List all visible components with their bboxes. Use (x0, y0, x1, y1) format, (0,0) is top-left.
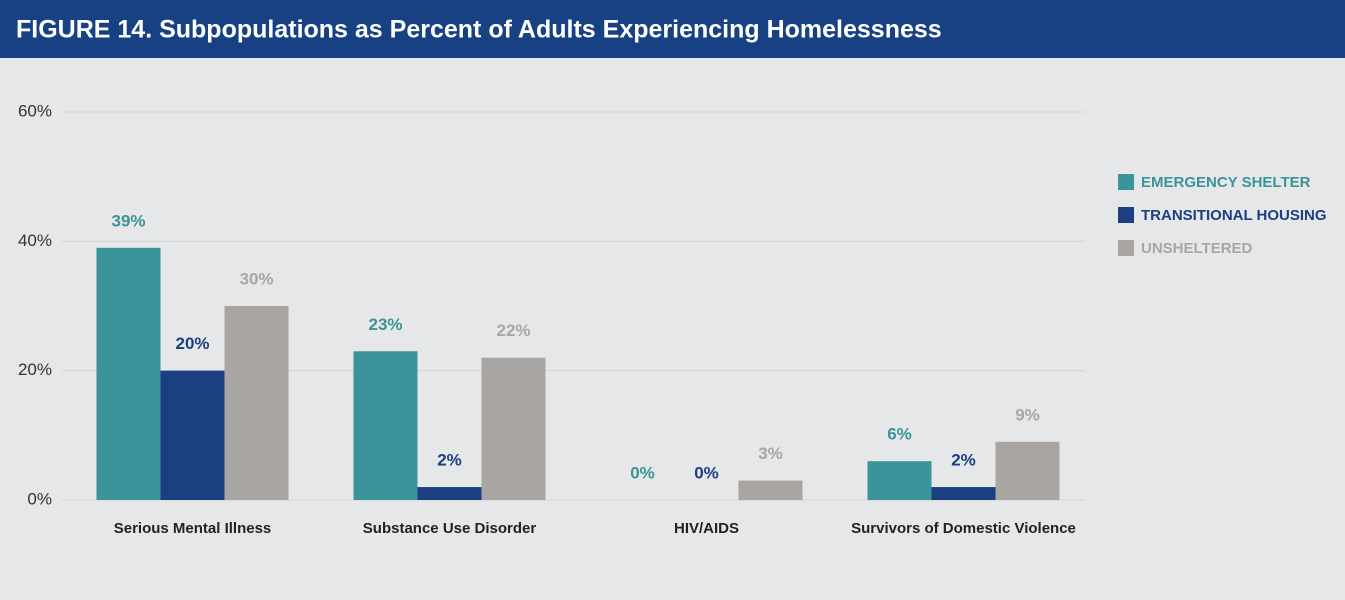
data-label: 30% (239, 269, 273, 288)
y-tick-label: 60% (18, 101, 52, 120)
data-label: 2% (951, 451, 976, 470)
bar (481, 357, 546, 500)
bar (417, 487, 482, 500)
data-label: 23% (368, 315, 402, 334)
x-tick-label: HIV/AIDS (674, 520, 739, 537)
y-tick-label: 40% (18, 231, 52, 250)
legend-swatch (1118, 207, 1134, 223)
x-tick-label: Serious Mental Illness (114, 520, 272, 537)
y-tick-label: 20% (18, 360, 52, 379)
legend-label: TRANSITIONAL HOUSING (1141, 207, 1327, 224)
header-bar (0, 0, 1345, 58)
bar (96, 247, 161, 500)
legend-label: UNSHELTERED (1141, 240, 1253, 257)
data-label: 9% (1015, 405, 1040, 424)
data-label: 0% (694, 463, 719, 482)
bar (353, 351, 418, 500)
legend-label: EMERGENCY SHELTER (1141, 174, 1311, 191)
y-tick-label: 0% (27, 489, 52, 508)
data-label: 6% (887, 425, 912, 444)
x-tick-label: Substance Use Disorder (363, 520, 537, 537)
data-label: 22% (496, 321, 530, 340)
chart-title: FIGURE 14. Subpopulations as Percent of … (16, 16, 942, 44)
data-label: 20% (175, 334, 209, 353)
bar (931, 487, 996, 500)
data-label: 39% (111, 211, 145, 230)
bar (995, 441, 1060, 500)
legend-swatch (1118, 240, 1134, 256)
legend-swatch (1118, 174, 1134, 190)
data-label: 2% (437, 451, 462, 470)
bar (224, 306, 289, 500)
bar (738, 480, 803, 500)
bar (160, 370, 225, 500)
data-label: 0% (630, 463, 655, 482)
data-label: 3% (758, 444, 783, 463)
x-tick-label: Survivors of Domestic Violence (851, 520, 1076, 537)
bar (867, 461, 932, 500)
